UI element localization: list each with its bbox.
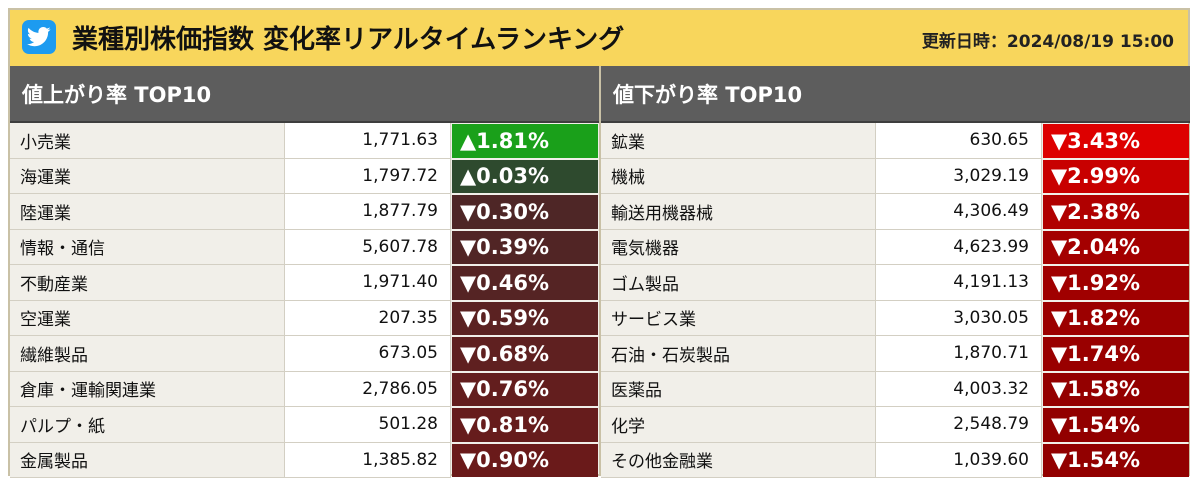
change-rate-badge: ▼0.30%: [452, 195, 598, 229]
sector-name: 医薬品: [601, 371, 876, 407]
sector-name: ゴム製品: [601, 265, 876, 301]
index-value: 4,003.32: [876, 371, 1042, 407]
table-row[interactable]: 陸運業 1,877.79 ▼0.30%: [10, 194, 599, 230]
change-rate-badge: ▼0.90%: [452, 443, 598, 477]
table-row[interactable]: 繊維製品 673.05 ▼0.68%: [10, 336, 599, 372]
index-value: 1,039.60: [876, 442, 1042, 478]
change-rate-badge: ▼0.39%: [452, 230, 598, 264]
index-value: 501.28: [285, 407, 451, 443]
table-row[interactable]: 倉庫・運輸関連業 2,786.05 ▼0.76%: [10, 371, 599, 407]
change-rate-badge: ▼1.92%: [1043, 266, 1189, 300]
sector-name: 輸送用機器械: [601, 194, 876, 230]
index-value: 630.65: [876, 123, 1042, 159]
page-title: 業種別株価指数 変化率リアルタイムランキング: [72, 25, 625, 55]
change-rate-badge: ▼1.74%: [1043, 337, 1189, 371]
sector-name: 海運業: [10, 158, 285, 194]
sector-name: 陸運業: [10, 194, 285, 230]
decliners-table: 鉱業 630.65 ▼3.43% 機械 3,029.19 ▼2.99% 輸送用機器械 4,30…: [601, 123, 1190, 478]
change-rate-badge: ▼1.54%: [1043, 408, 1189, 442]
gainers-table: 小売業 1,771.63 ▲1.81% 海運業 1,797.72 ▲0.03% 陸運業 1,8…: [10, 123, 599, 478]
index-value: 207.35: [285, 300, 451, 336]
table-row[interactable]: 情報・通信 5,607.78 ▼0.39%: [10, 229, 599, 265]
index-value: 1,877.79: [285, 194, 451, 230]
sector-name: サービス業: [601, 300, 876, 336]
change-rate-badge: ▼0.46%: [452, 266, 598, 300]
decliners-heading: 値下がり率 TOP10: [601, 66, 1190, 123]
sector-name: 電気機器: [601, 229, 876, 265]
index-value: 1,385.82: [285, 442, 451, 478]
header-bar: 業種別株価指数 変化率リアルタイムランキング 更新日時：2024/08/19 1…: [10, 10, 1188, 67]
sector-name: 化学: [601, 407, 876, 443]
table-row[interactable]: その他金融業 1,039.60 ▼1.54%: [601, 442, 1190, 478]
change-rate-badge: ▼2.38%: [1043, 195, 1189, 229]
table-row[interactable]: 海運業 1,797.72 ▲0.03%: [10, 158, 599, 194]
sector-name: 空運業: [10, 300, 285, 336]
sector-name: 小売業: [10, 123, 285, 159]
change-rate-badge: ▼2.04%: [1043, 230, 1189, 264]
change-rate-badge: ▼0.68%: [452, 337, 598, 371]
twitter-bird-glyph: [27, 27, 51, 47]
index-value: 4,306.49: [876, 194, 1042, 230]
decliners-panel: 値下がり率 TOP10 鉱業 630.65 ▼3.43% 機械 3,029.19 ▼2.9…: [601, 66, 1190, 478]
gainers-heading: 値上がり率 TOP10: [10, 66, 599, 123]
sector-name: 不動産業: [10, 265, 285, 301]
change-rate-badge: ▼0.76%: [452, 372, 598, 406]
gainers-panel: 値上がり率 TOP10 小売業 1,771.63 ▲1.81% 海運業 1,797.72…: [10, 66, 599, 478]
sector-name: パルプ・紙: [10, 407, 285, 443]
table-row[interactable]: 空運業 207.35 ▼0.59%: [10, 300, 599, 336]
table-row[interactable]: 石油・石炭製品 1,870.71 ▼1.74%: [601, 336, 1190, 372]
index-value: 3,030.05: [876, 300, 1042, 336]
table-row[interactable]: パルプ・紙 501.28 ▼0.81%: [10, 407, 599, 443]
index-value: 1,870.71: [876, 336, 1042, 372]
change-rate-badge: ▼1.58%: [1043, 372, 1189, 406]
sector-name: その他金融業: [601, 442, 876, 478]
change-rate-badge: ▼0.81%: [452, 408, 598, 442]
change-rate-badge: ▼3.43%: [1043, 124, 1189, 158]
index-value: 1,771.63: [285, 123, 451, 159]
sector-name: 情報・通信: [10, 229, 285, 265]
table-row[interactable]: 化学 2,548.79 ▼1.54%: [601, 407, 1190, 443]
table-row[interactable]: ゴム製品 4,191.13 ▼1.92%: [601, 265, 1190, 301]
index-value: 5,607.78: [285, 229, 451, 265]
sector-name: 金属製品: [10, 442, 285, 478]
change-rate-badge: ▼2.99%: [1043, 159, 1189, 193]
table-row[interactable]: サービス業 3,030.05 ▼1.82%: [601, 300, 1190, 336]
sector-name: 石油・石炭製品: [601, 336, 876, 372]
sector-name: 繊維製品: [10, 336, 285, 372]
table-row[interactable]: 医薬品 4,003.32 ▼1.58%: [601, 371, 1190, 407]
table-row[interactable]: 金属製品 1,385.82 ▼0.90%: [10, 442, 599, 478]
change-rate-badge: ▼0.59%: [452, 301, 598, 335]
change-rate-badge: ▲1.81%: [452, 124, 598, 158]
index-value: 4,191.13: [876, 265, 1042, 301]
twitter-bird-icon[interactable]: [22, 20, 56, 54]
change-rate-badge: ▲0.03%: [452, 159, 598, 193]
index-value: 4,623.99: [876, 229, 1042, 265]
table-row[interactable]: 鉱業 630.65 ▼3.43%: [601, 123, 1190, 159]
index-value: 1,797.72: [285, 158, 451, 194]
sector-name: 鉱業: [601, 123, 876, 159]
index-value: 3,029.19: [876, 158, 1042, 194]
table-row[interactable]: 電気機器 4,623.99 ▼2.04%: [601, 229, 1190, 265]
table-row[interactable]: 小売業 1,771.63 ▲1.81%: [10, 123, 599, 159]
table-row[interactable]: 不動産業 1,971.40 ▼0.46%: [10, 265, 599, 301]
index-value: 2,786.05: [285, 371, 451, 407]
updated-timestamp: 更新日時：2024/08/19 15:00: [921, 32, 1174, 52]
ranking-board: 業種別株価指数 変化率リアルタイムランキング 更新日時：2024/08/19 1…: [8, 8, 1190, 478]
sector-name: 機械: [601, 158, 876, 194]
table-row[interactable]: 輸送用機器械 4,306.49 ▼2.38%: [601, 194, 1190, 230]
table-row[interactable]: 機械 3,029.19 ▼2.99%: [601, 158, 1190, 194]
change-rate-badge: ▼1.54%: [1043, 443, 1189, 477]
change-rate-badge: ▼1.82%: [1043, 301, 1189, 335]
index-value: 673.05: [285, 336, 451, 372]
panel-divider: [599, 66, 601, 476]
index-value: 2,548.79: [876, 407, 1042, 443]
sector-name: 倉庫・運輸関連業: [10, 371, 285, 407]
index-value: 1,971.40: [285, 265, 451, 301]
